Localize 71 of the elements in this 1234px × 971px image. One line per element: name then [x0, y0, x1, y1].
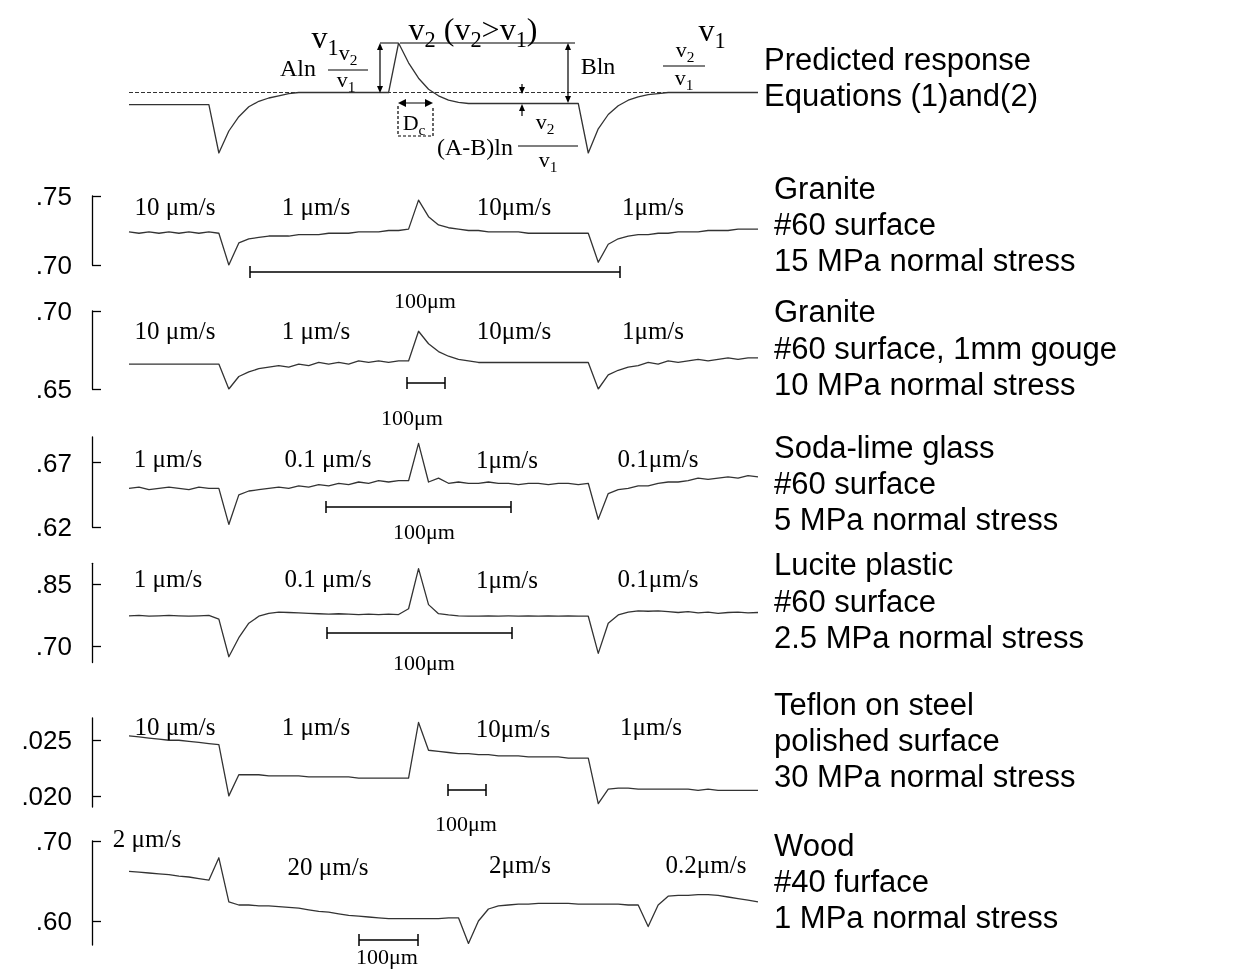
annotation: 0.1 μm/s — [284, 564, 372, 592]
annotation: v$_{2}$ — [338, 40, 358, 69]
annotation: v$_{1}$ — [698, 11, 726, 53]
y-tick-label: .025 — [21, 725, 72, 756]
annotation: 10 μm/s — [134, 316, 216, 344]
text: Teflon on steel — [774, 687, 974, 722]
y-tick-label: .75 — [35, 181, 72, 211]
annotation: Bln — [580, 53, 616, 79]
annotation: (A-B)ln — [437, 134, 513, 160]
annotation: 100μm — [393, 519, 455, 544]
text: Lucite plastic — [774, 547, 954, 582]
text: 100μm — [435, 811, 497, 836]
annotation: 10μm/s — [476, 192, 552, 220]
text: #60 surface, 1mm gouge 10 MPa normal stress — [774, 331, 1117, 402]
y-tick-label: .67 — [35, 447, 72, 478]
y-tick-label: .70 — [35, 826, 72, 856]
annotation: 2μm/s — [488, 850, 552, 878]
line-series — [128, 442, 759, 526]
annotation: 100μm — [394, 288, 456, 313]
text: #60 surface 5 MPa normal stress — [774, 466, 1059, 537]
annotation: v$_{1}$ — [336, 67, 356, 96]
annotation: v$_{1}$ — [538, 147, 558, 176]
annotation: 10 μm/s — [134, 712, 216, 740]
y-tick-label: .60 — [35, 906, 72, 936]
annotation: 1 μm/s — [133, 564, 203, 592]
text: 100μm — [381, 405, 443, 430]
annotation: 0.1 μm/s — [284, 444, 372, 472]
annotation: 10μm/s — [476, 316, 552, 344]
text: polished surface 30 MPa normal stress — [774, 723, 1076, 794]
annotation: D$_{c}$ — [402, 110, 426, 139]
annotation: 1 μm/s — [281, 316, 351, 344]
annotation: 1 μm/s — [133, 444, 203, 472]
y-tick-label: .020 — [21, 780, 72, 811]
text: Soda-lime glass — [774, 430, 995, 465]
text: #60 surface 2.5 MPa normal stress — [774, 584, 1085, 655]
annotation: 10μm/s — [475, 714, 551, 742]
annotation: v$_{1}$ — [674, 65, 694, 94]
chart-title: Granite — [774, 171, 876, 206]
annotation: 1μm/s — [621, 192, 685, 220]
annotation: 0.1μm/s — [617, 564, 699, 592]
line-series — [128, 857, 759, 945]
annotation: 1μm/s — [619, 712, 683, 740]
text: #40 furface 1 MPa normal stress — [774, 864, 1059, 935]
annotation: 20 μm/s — [287, 852, 369, 880]
chart-title: Granite — [774, 294, 876, 329]
annotation: v$_{2}$ (v$_{2}$>v$_{1}$) — [408, 10, 538, 52]
text: Equations (1)and(2) — [764, 78, 1038, 113]
text: #60 surface 15 MPa normal stress — [774, 207, 1076, 278]
text: Predicted response — [764, 42, 1032, 77]
y-tick-label: .70 — [35, 250, 72, 280]
annotation: 100μm — [356, 944, 418, 969]
y-tick-label: .65 — [35, 374, 72, 404]
annotation: 1 μm/s — [281, 712, 351, 740]
annotation: 1 μm/s — [281, 192, 351, 220]
annotation: v$_{2}$ — [535, 109, 555, 138]
annotation: v$_{2}$ — [675, 37, 695, 66]
annotation: 1μm/s — [475, 445, 539, 473]
annotation: 1μm/s — [621, 316, 685, 344]
y-tick-label: .85 — [35, 568, 72, 599]
chart-title: Wood — [774, 828, 855, 863]
annotation: 2 μm/s — [112, 824, 182, 852]
annotation: 1μm/s — [475, 565, 539, 593]
annotation: 0.2μm/s — [665, 850, 747, 878]
annotation: 0.1μm/s — [617, 444, 699, 472]
line-series — [128, 568, 759, 658]
y-tick-label: .70 — [35, 630, 72, 661]
annotation: 10 μm/s — [134, 192, 216, 220]
y-tick-label: .62 — [35, 512, 72, 542]
line-series — [128, 199, 759, 266]
y-tick-label: .70 — [35, 296, 72, 326]
annotation: 100μm — [393, 650, 455, 675]
